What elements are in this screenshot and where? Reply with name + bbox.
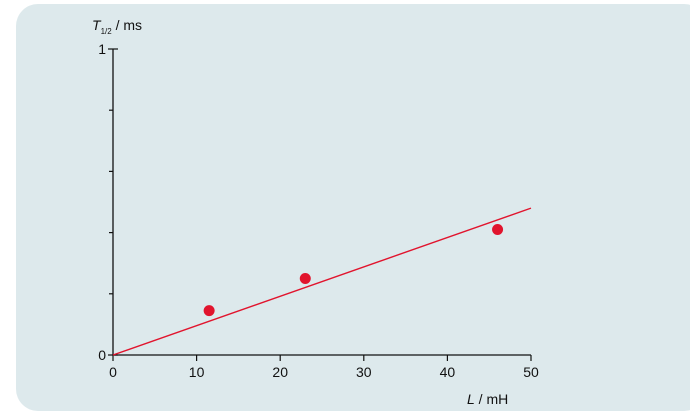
ticks: 0 10 20 30 40 50 0 1 xyxy=(98,41,539,380)
fit-line xyxy=(112,207,532,356)
y-axis-symbol: T xyxy=(92,17,102,33)
data-point xyxy=(203,305,215,317)
data-points xyxy=(203,224,504,317)
y-tick-label: 1 xyxy=(98,41,106,57)
data-point xyxy=(492,224,504,236)
y-axis-unit: / ms xyxy=(112,17,142,33)
x-axis-label: L / mH xyxy=(467,391,508,407)
y-axis-label: T1/2 / ms xyxy=(92,17,142,36)
chart-background xyxy=(16,4,690,411)
x-tick-label: 20 xyxy=(272,364,288,380)
x-axis-symbol: L xyxy=(467,391,475,407)
y-tick-label: 0 xyxy=(98,347,106,363)
data-point xyxy=(299,273,311,284)
x-tick-label: 10 xyxy=(189,364,205,380)
x-tick-label: 50 xyxy=(523,364,539,380)
x-axis-unit: / mH xyxy=(475,391,508,407)
x-tick-label: 0 xyxy=(109,364,117,380)
fit-line-group xyxy=(112,207,532,356)
axes xyxy=(112,49,531,356)
y-axis-subscript: 1/2 xyxy=(101,27,113,36)
x-tick-label: 40 xyxy=(440,364,456,380)
x-tick-label: 30 xyxy=(356,364,372,380)
